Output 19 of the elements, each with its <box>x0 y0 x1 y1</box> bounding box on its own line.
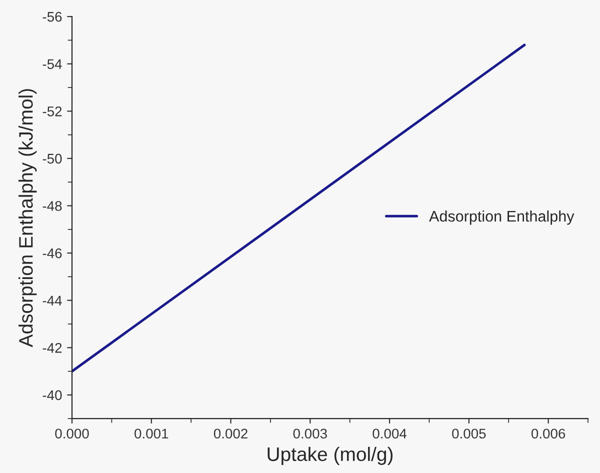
y-axis-title: Adsorption Enthalphy (kJ/mol) <box>18 89 37 348</box>
y-tick-label: -54 <box>42 59 62 70</box>
x-axis-title: Uptake (mol/g) <box>268 446 393 465</box>
y-tick-label: -42 <box>42 342 62 353</box>
x-tick-label: 0.004 <box>372 428 407 439</box>
x-tick-label: 0.000 <box>55 428 89 439</box>
y-tick-label: -52 <box>42 106 62 116</box>
y-tick-label: -48 <box>42 201 62 211</box>
y-tick-label: -40 <box>42 390 62 400</box>
x-tick-label: 0.001 <box>134 428 168 439</box>
x-tick-label: 0.005 <box>452 428 486 439</box>
x-tick-label: 0.003 <box>293 428 327 439</box>
legend-label: Adsorption Enthalphy <box>429 210 574 225</box>
x-tick-label: 0.002 <box>214 428 248 439</box>
y-tick-label: -50 <box>42 154 62 164</box>
y-tick-label: -44 <box>42 296 62 306</box>
y-tick-label: -56 <box>42 12 62 22</box>
x-tick-label: 0.006 <box>531 428 566 439</box>
y-tick-label: -46 <box>42 248 62 258</box>
